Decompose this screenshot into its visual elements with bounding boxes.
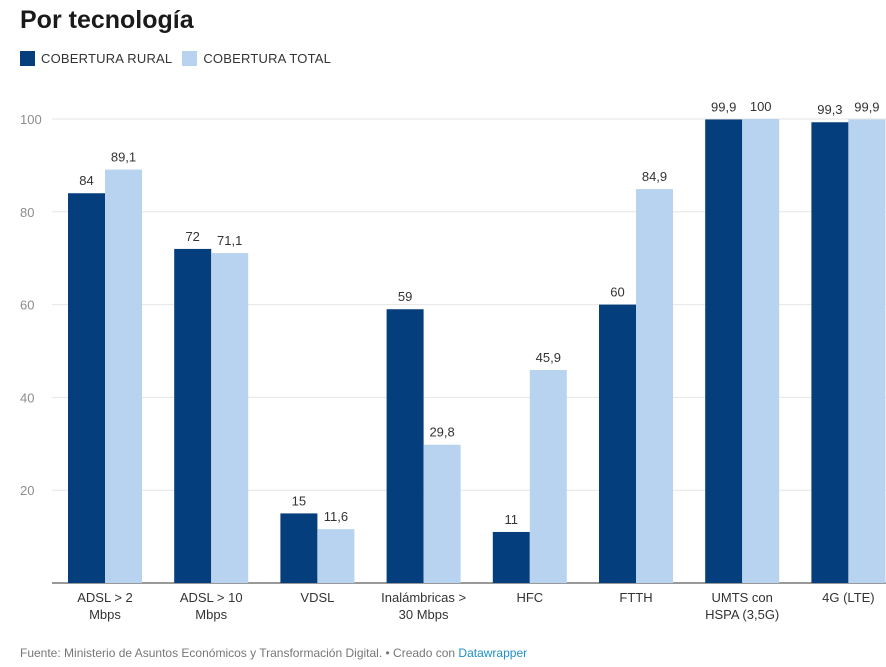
legend-swatch-total (182, 51, 198, 66)
x-tick-label-line: HFC (516, 590, 543, 605)
y-tick-label: 20 (20, 483, 34, 498)
bar-total (423, 444, 461, 583)
data-label-total: 99,9 (854, 99, 879, 114)
x-tick-label-line: FTTH (619, 590, 652, 605)
x-tick-label-line: ADSL > 2 (77, 590, 133, 605)
data-label-rural: 15 (292, 493, 306, 508)
bar-total (317, 529, 355, 583)
data-label-total: 89,1 (111, 150, 136, 165)
bar-rural (174, 248, 212, 584)
legend-item-rural: COBERTURA RURAL (20, 51, 172, 66)
x-tick-label: VDSL (300, 590, 334, 605)
x-tick-label: 4G (LTE) (822, 590, 875, 605)
bar-total (211, 253, 249, 583)
x-tick-label: Inalámbricas > 30 Mbps (381, 590, 466, 622)
data-label-rural: 99,3 (817, 102, 842, 117)
chart-title: Por tecnología (20, 6, 194, 34)
legend-label-total: COBERTURA TOTAL (203, 51, 332, 66)
x-tick-label-line: ADSL > 10 (180, 590, 243, 605)
legend-swatch-rural (20, 51, 35, 66)
bar-total (848, 119, 886, 584)
x-tick-label: ADSL > 2 Mbps (77, 590, 133, 622)
x-tick-label: HFC (516, 590, 543, 605)
data-label-total: 11,6 (324, 509, 348, 524)
bar-total (105, 169, 142, 584)
data-label-total: 100 (750, 99, 772, 114)
bar-rural (811, 122, 849, 584)
data-label-total: 45,9 (536, 350, 561, 365)
data-label-total: 29,8 (429, 425, 454, 440)
bar-total (529, 370, 567, 583)
data-label-rural: 84 (79, 173, 93, 188)
bar-rural (68, 193, 105, 584)
datawrapper-link[interactable]: Datawrapper (458, 646, 528, 660)
legend: COBERTURA RURAL COBERTURA TOTAL (20, 51, 341, 66)
x-tick-label-line: UMTS con (711, 590, 772, 605)
bar-rural (705, 119, 743, 584)
data-label-rural: 60 (610, 285, 624, 300)
bar-rural (599, 304, 636, 583)
y-tick-label: 100 (20, 112, 42, 127)
x-tick-label-line: Mbps (89, 607, 121, 622)
legend-item-total: COBERTURA TOTAL (182, 51, 331, 66)
x-tick-label-line: 4G (LTE) (822, 590, 875, 605)
data-label-rural: 11 (505, 512, 519, 527)
data-label-rural: 99,9 (711, 99, 736, 114)
x-tick-label: UMTS con HSPA (3,5G) (705, 590, 779, 622)
footer: Fuente: Ministerio de Asuntos Económicos… (20, 646, 527, 660)
data-label-total: 84,9 (642, 169, 667, 184)
bar-rural (386, 309, 424, 583)
bar-rural (280, 513, 318, 583)
footer-source: Fuente: Ministerio de Asuntos Económicos… (20, 646, 459, 660)
bar-total (742, 119, 780, 583)
x-tick-label-line: Mbps (195, 607, 227, 622)
x-tick-label: FTTH (619, 590, 652, 605)
x-tick-label-line: HSPA (3,5G) (705, 607, 779, 622)
x-tick-label: ADSL > 10 Mbps (180, 590, 243, 622)
bar-total (636, 189, 673, 583)
bar-chart: 20 40 60 80 100 84 89,1 ADSL > 2 Mbps 72 71,1 ADSL … (20, 99, 886, 622)
data-label-total: 71,1 (217, 233, 242, 248)
legend-label-rural: COBERTURA RURAL (41, 51, 173, 66)
data-label-rural: 59 (398, 289, 412, 304)
y-tick-label: 40 (20, 390, 34, 405)
data-label-rural: 72 (185, 229, 199, 244)
y-tick-label: 60 (20, 298, 34, 313)
y-tick-label: 80 (20, 205, 34, 220)
bar-rural (492, 531, 530, 583)
x-tick-label-line: Inalámbricas > (381, 590, 466, 605)
x-tick-label-line: 30 Mbps (399, 607, 449, 622)
x-tick-label-line: VDSL (300, 590, 334, 605)
